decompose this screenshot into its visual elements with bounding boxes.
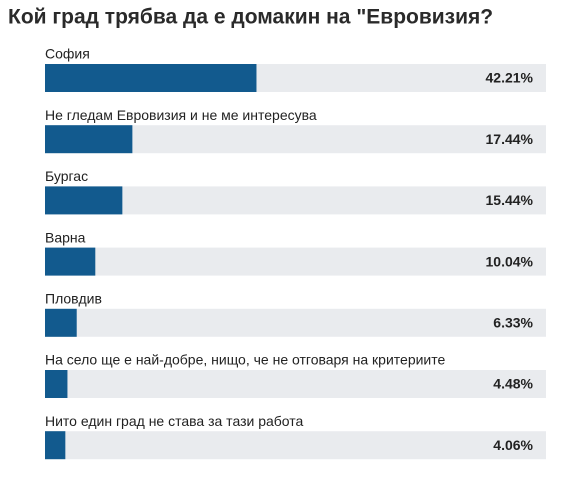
option-label: Бургас xyxy=(45,168,88,184)
option-label: На село ще е най-добре, нищо, че не отго… xyxy=(45,352,446,368)
value-label: 4.06% xyxy=(493,437,533,453)
bar-track xyxy=(45,186,546,215)
bar-track xyxy=(45,247,546,276)
option-label: София xyxy=(45,46,90,62)
value-label: 4.48% xyxy=(493,376,533,392)
value-label: 10.04% xyxy=(486,253,534,269)
bar-track xyxy=(45,370,546,398)
poll-title: Кой град трябва да е домакин на "Евровиз… xyxy=(8,6,493,29)
value-label: 17.44% xyxy=(486,131,534,147)
option-label: Пловдив xyxy=(45,291,102,307)
bar xyxy=(45,64,257,92)
bar-track xyxy=(45,308,546,337)
option-label: Не гледам Евровизия и не ме интересува xyxy=(45,107,317,123)
bar xyxy=(45,125,133,154)
value-label: 15.44% xyxy=(486,192,534,208)
bar xyxy=(45,247,96,276)
bar xyxy=(45,308,77,337)
bar xyxy=(45,370,68,398)
bar xyxy=(45,431,66,460)
value-label: 42.21% xyxy=(486,70,534,86)
bar xyxy=(45,186,123,215)
bar-track xyxy=(45,431,546,460)
value-label: 6.33% xyxy=(493,315,533,331)
option-label: Варна xyxy=(45,229,86,245)
option-label: Нито един град не става за тази работа xyxy=(45,413,304,429)
